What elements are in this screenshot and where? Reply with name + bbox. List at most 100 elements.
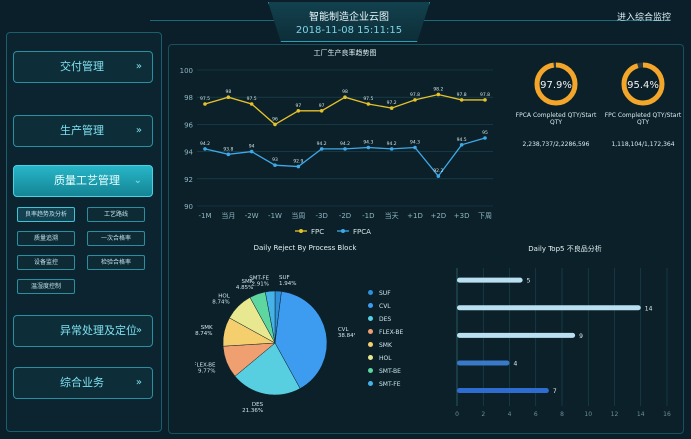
bar — [457, 332, 576, 338]
pie-legend-item[interactable]: FLEX-BE — [368, 329, 403, 336]
fpc-gauge-label: FPC Completed QTY/Start QTY — [604, 112, 682, 126]
legend-label: FPCA — [353, 228, 371, 236]
fpca-data-label: 94.3 — [410, 140, 420, 146]
pie-chart-title: Daily Reject By Process Block — [253, 244, 357, 252]
fpc-data-label: 97.5 — [363, 96, 373, 102]
fpca-data-label: 94.3 — [363, 140, 373, 146]
fpca-point — [203, 147, 207, 151]
fpca-point — [343, 147, 347, 151]
submenu-traceability[interactable]: 质量追溯 — [17, 231, 75, 246]
fpc-data-label: 97.2 — [387, 100, 397, 106]
pie-legend-item[interactable]: SMT-BE — [368, 368, 401, 375]
menu-delivery[interactable]: 交付管理 » — [13, 51, 153, 83]
legend-label: DES — [379, 316, 392, 323]
fpc-point — [389, 106, 394, 110]
pie-label-name: SMK — [201, 325, 213, 331]
pie-label-pct: 4.85% — [236, 285, 253, 291]
submenu-inspection[interactable]: 检验合格率 — [87, 255, 145, 270]
pie-label-pct: 8.74% — [195, 331, 212, 337]
fpca-gauge-numbers: 2,238,737/2,2286,596 — [522, 141, 590, 148]
pie-label-pct: 8.74% — [212, 300, 229, 306]
fpca-point — [389, 147, 394, 151]
fpc-data-label: 97 — [295, 103, 301, 109]
submenu-equipment[interactable]: 设备监控 — [17, 255, 75, 270]
pie-label-name: FLEX-BE — [195, 363, 216, 369]
legend-dot — [368, 368, 373, 373]
fpca-gauge-value: 97.9% — [540, 80, 572, 91]
pie-slice — [274, 291, 328, 389]
fpca-gauge: 97.9% — [534, 62, 578, 106]
menu-exception[interactable]: 异常处理及定位 » — [13, 315, 153, 347]
submenu-process-route[interactable]: 工艺路线 — [87, 207, 145, 222]
enter-monitor-link[interactable]: 进入综合监控 — [616, 13, 671, 23]
pie-label-name: SMK — [242, 279, 254, 285]
legend-label: SUF — [379, 290, 391, 297]
pie-label-pct: 1.94% — [279, 281, 296, 287]
top5-bar-chart: 0 2 4 6 8 10 12 14 16 5 14 9 4 7 — [455, 268, 671, 418]
fpc-data-label: 98.2 — [433, 86, 443, 92]
menu-quality[interactable]: 质量工艺管理 ⌄ — [13, 165, 153, 197]
fpc-gauge: 95.4% — [621, 62, 665, 106]
legend-label: SMT-BE — [379, 368, 401, 375]
bar — [457, 305, 641, 311]
page-title: 智能制造企业云图 — [309, 12, 389, 23]
pie-label-pct: 9.77% — [198, 369, 215, 375]
menu-general[interactable]: 综合业务 » — [13, 367, 153, 399]
x-tick-label: 10 — [584, 411, 592, 418]
fpca-point — [413, 145, 417, 150]
menu-label: 交付管理 — [60, 60, 104, 73]
bar-data-label: 7 — [553, 388, 557, 395]
y-tick-label: 100 — [180, 67, 193, 75]
fpca-point — [436, 174, 441, 178]
fpca-data-label: 94 — [249, 144, 255, 150]
pie-legend-item[interactable]: CVL — [368, 303, 391, 310]
pie-label-name: SMT-FE — [249, 275, 269, 281]
fpc-point — [343, 95, 347, 99]
pie-legend-item[interactable]: SMT-FE — [368, 381, 401, 388]
y-tick-label: 98 — [184, 94, 193, 102]
x-tick-label: 14 — [637, 411, 645, 418]
menu-production[interactable]: 生产管理 » — [13, 115, 153, 147]
fpca-point — [226, 152, 231, 157]
bar — [457, 277, 523, 283]
chevron-down-icon: ⌄ — [133, 175, 142, 186]
sidebar: 交付管理 » 生产管理 » 质量工艺管理 ⌄ 良率趋势及分析 工艺路线 质量追溯… — [6, 32, 162, 432]
fpc-point — [249, 102, 254, 106]
legend-label: CVL — [379, 303, 391, 310]
pie-legend-item[interactable]: DES — [368, 316, 391, 323]
x-tick-label: 下周 — [478, 212, 492, 220]
x-tick-label: -2D — [339, 212, 351, 220]
submenu-temperature[interactable]: 温湿度控制 — [17, 279, 75, 294]
y-tick-label: 90 — [184, 203, 193, 211]
legend-marker — [299, 229, 303, 233]
pie-legend-item[interactable]: HOL — [368, 355, 392, 362]
fpca-data-label: 92.9 — [293, 159, 303, 165]
legend-label: FPC — [311, 228, 324, 236]
fpc-data-label: 97.8 — [457, 92, 467, 98]
pie-legend-item[interactable]: SUF — [368, 290, 391, 297]
submenu-first-pass[interactable]: 一次合格率 — [87, 231, 145, 246]
legend-dot — [368, 381, 373, 386]
bar — [457, 360, 510, 366]
fpc-data-label: 97 — [319, 103, 325, 109]
x-tick-label: +3D — [454, 212, 470, 220]
chevron-right-icon: » — [135, 325, 142, 336]
fpc-point — [319, 109, 324, 113]
submenu-yield-trend[interactable]: 良率趋势及分析 — [17, 207, 75, 222]
datetime: 2018-11-08 15:11:15 — [295, 25, 403, 36]
x-tick-label: 8 — [560, 411, 564, 418]
x-tick-label: 12 — [611, 411, 619, 418]
x-tick-label: -1M — [198, 212, 211, 220]
pie-label-name: SUF — [279, 275, 290, 281]
pie-legend-item[interactable]: SMK — [368, 342, 392, 349]
menu-label: 综合业务 — [60, 376, 104, 389]
bar-chart-title: Daily Top5 不良品分析 — [528, 245, 602, 253]
fpc-point — [483, 98, 487, 102]
trend-line-chart: 100 98 96 94 92 90 -1M 当月 -2W -1W 当周 -3D -2D -1D 当天 +1D… — [180, 67, 493, 236]
fpca-data-label: 94.2 — [387, 141, 397, 147]
pie-label-name: DES — [252, 402, 264, 408]
x-tick-label: -1W — [268, 212, 282, 220]
pie-label-name: HOL — [218, 294, 230, 300]
x-tick-label: +2D — [430, 212, 446, 220]
bar-data-label: 14 — [645, 305, 653, 312]
